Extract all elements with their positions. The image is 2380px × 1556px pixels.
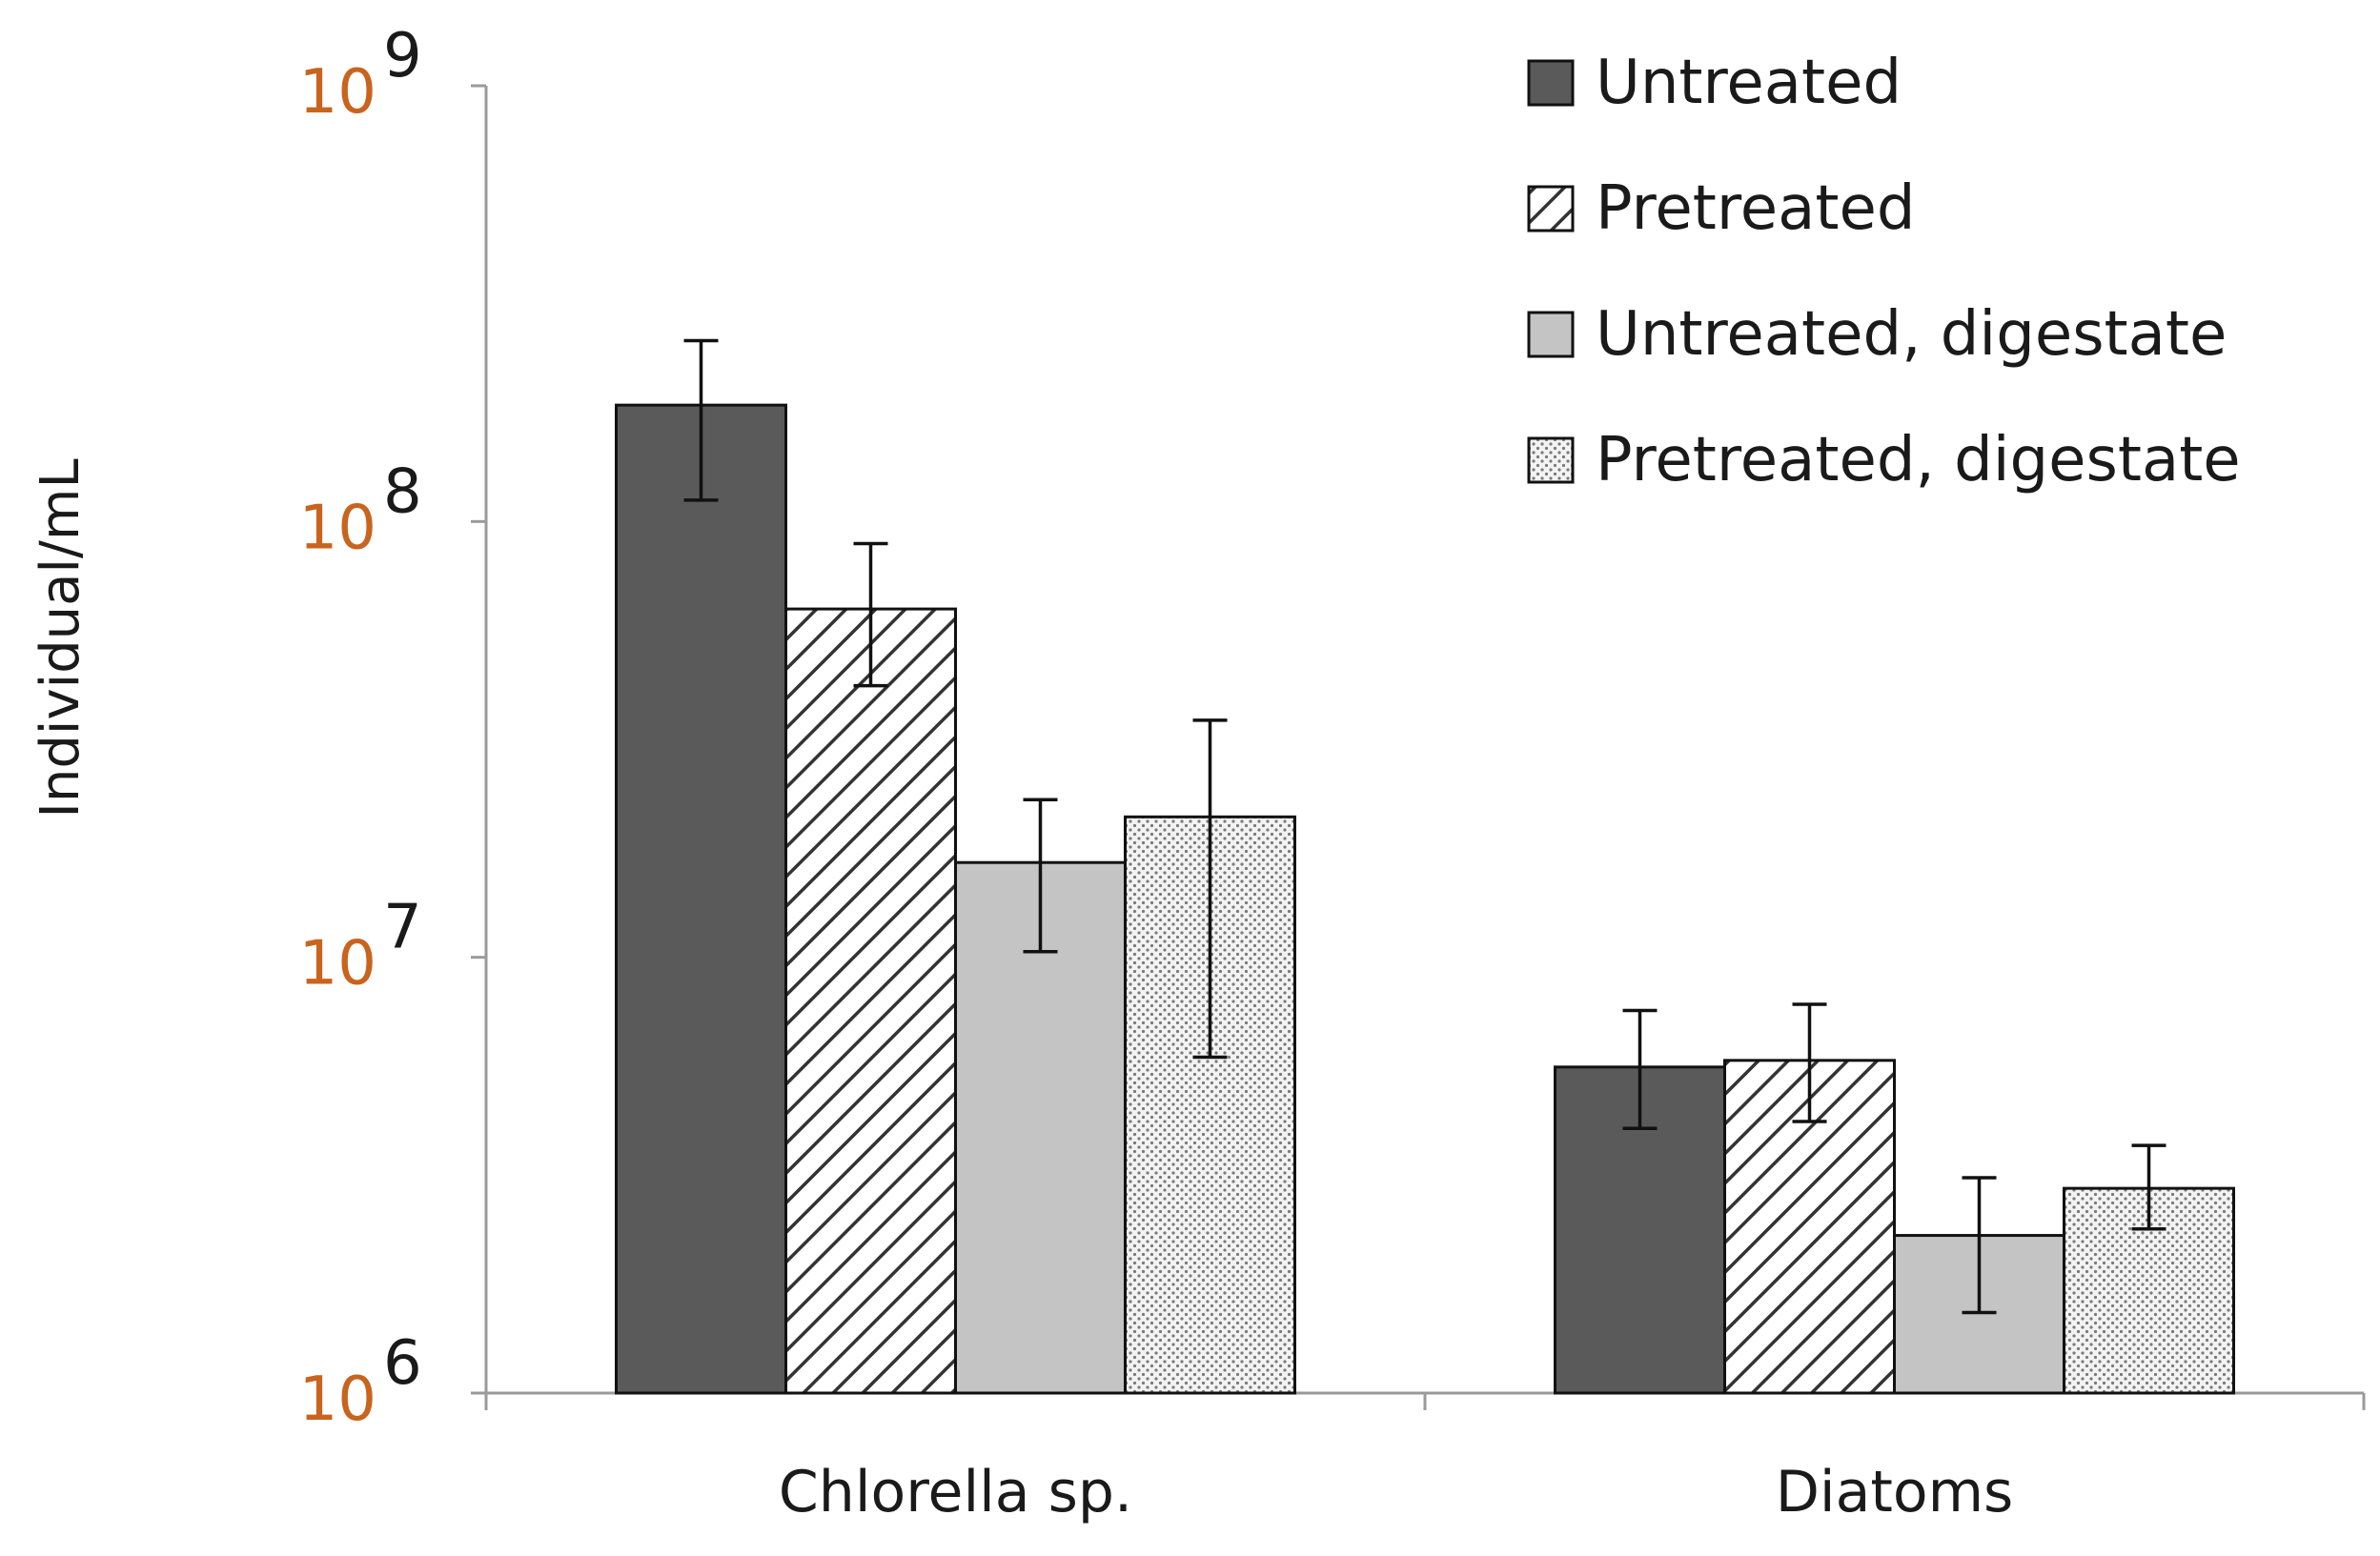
legend-label: Pretreated [1596, 173, 1915, 244]
y-tick-exponent: 6 [383, 1328, 422, 1399]
y-tick-label: 10 [299, 493, 376, 563]
legend-label: Untreated, digestate [1596, 299, 2227, 370]
y-tick-exponent: 7 [383, 893, 422, 963]
legend-swatch [1527, 59, 1575, 107]
bar [784, 607, 957, 1395]
y-tick-exponent: 9 [383, 21, 422, 91]
y-tick-exponent: 8 [383, 456, 422, 527]
legend-label: Untreated [1596, 48, 1902, 118]
bar [615, 403, 787, 1395]
legend-swatch [1527, 436, 1575, 484]
legend-swatch [1527, 185, 1575, 232]
y-tick-label: 10 [299, 929, 376, 1000]
x-tick-label: Diatoms [1776, 1459, 2014, 1526]
y-axis-title: Individual/mL [30, 458, 92, 818]
legend-swatch [1527, 311, 1575, 358]
y-tick-label: 10 [299, 1364, 376, 1435]
x-tick-label: Chlorella sp. [779, 1459, 1132, 1526]
y-tick-label: 10 [299, 57, 376, 128]
legend-label: Pretreated, digestate [1596, 425, 2241, 495]
